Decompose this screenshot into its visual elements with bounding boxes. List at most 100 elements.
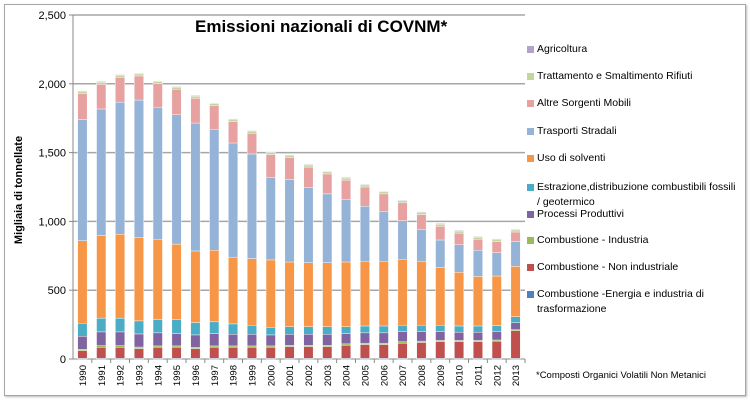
bar-segment (265, 345, 276, 348)
legend-label: Agricoltura (537, 43, 588, 55)
bar-segment (473, 325, 483, 333)
legend-swatch (527, 264, 534, 271)
x-tick-label: 2011 (473, 365, 484, 385)
bar-segment (491, 239, 502, 242)
bar-segment (303, 334, 314, 346)
bar-segment (378, 344, 389, 359)
bar-segment (416, 214, 427, 230)
legend-swatch (527, 155, 534, 162)
bar-segment (454, 232, 464, 245)
bar-segment (77, 93, 88, 120)
bar-segment (341, 261, 351, 327)
bar-segment (454, 244, 464, 273)
legend-label: Estrazione,distribuzione combustibili fo… (537, 181, 736, 208)
bar-segment (134, 99, 144, 238)
legend-swatch (527, 73, 534, 80)
bar-segment (435, 267, 446, 326)
legend-item: Trasporti Stradali (527, 124, 737, 139)
bar-segment (416, 340, 427, 343)
bar-segment (115, 347, 125, 359)
bar-segment (152, 239, 163, 320)
x-tick-label: 1996 (191, 365, 202, 386)
bar-segment (247, 153, 257, 259)
bar-segment (115, 74, 125, 76)
y-tick-label: 1,000 (38, 216, 66, 228)
bar-segment (228, 121, 238, 144)
bar-segment (360, 342, 370, 345)
bar-segment (435, 331, 446, 341)
legend-label: Trattamento e Smaltimento Rifiuti (537, 70, 693, 82)
bar-segment (209, 129, 220, 251)
bar-segment (454, 230, 464, 234)
bar-segment (115, 77, 125, 103)
x-tick-label: 1991 (97, 365, 108, 386)
bar-segment (491, 238, 502, 240)
chart-title: Emissioni nazionali di COVNM* (195, 17, 448, 36)
bar-segment (115, 75, 125, 78)
bar-segment (341, 345, 351, 359)
bar-segment (284, 345, 295, 347)
bar-segment (96, 81, 107, 85)
x-tick-label: 2013 (511, 365, 522, 386)
bar-segment (209, 347, 220, 359)
bar-segment (228, 118, 238, 120)
bar-segment (322, 193, 333, 263)
bar-segment (510, 241, 521, 267)
legend-label: Combustione - Industria (537, 234, 649, 246)
bar-segment (303, 345, 314, 347)
y-axis-label: Migliaia di tonnellate (13, 136, 25, 244)
legend-label: Altre Sorgenti Mobili (537, 97, 631, 109)
bar-segment (96, 108, 107, 236)
bar-segment (190, 348, 201, 359)
bar-segment (284, 334, 295, 346)
bar-segment (265, 259, 276, 328)
legend-label: Combustione -Energia e industria di tras… (537, 288, 704, 315)
bar-segment (378, 342, 389, 345)
bar-segment (171, 319, 182, 334)
bar-segment (171, 86, 182, 88)
bar-segment (209, 105, 220, 130)
bar-segment (96, 331, 107, 346)
bar-segment (247, 130, 257, 132)
bar-segment (360, 186, 370, 207)
bar-segment (322, 334, 333, 346)
bar-segment (322, 346, 333, 359)
bar-segment (435, 340, 446, 343)
bar-segment (510, 229, 521, 231)
bar-segment (491, 241, 502, 253)
bar-segment (265, 327, 276, 336)
bar-segment (510, 266, 521, 317)
bar-segment (134, 333, 144, 348)
bar-segment (134, 237, 144, 322)
bar-segment (247, 347, 257, 359)
bar-segment (454, 331, 464, 341)
bar-segment (171, 243, 182, 320)
bar-segment (96, 84, 107, 110)
bar-segment (341, 326, 351, 334)
bar-segment (397, 220, 408, 260)
bar-segment (341, 343, 351, 346)
bar-segment (397, 342, 408, 359)
bar-segment (397, 341, 408, 344)
bar-segment (228, 256, 238, 325)
bar-segment (435, 239, 446, 268)
x-tick-label: 2001 (285, 365, 296, 386)
bar-segment (96, 235, 107, 319)
bar-segment (360, 261, 370, 327)
legend-swatch (527, 184, 534, 191)
x-tick-label: 1998 (229, 365, 240, 386)
legend-swatch (527, 128, 534, 135)
footnote: *Composti Organici Volatili Non Metanici (536, 370, 707, 381)
legend-label: Trasporti Stradali (537, 125, 617, 137)
bar-segment (341, 333, 351, 345)
bar-segment (190, 334, 201, 348)
bar-segment (473, 331, 483, 341)
bar-segment (303, 346, 314, 359)
bar-segment (378, 193, 389, 212)
bar-segment (454, 340, 464, 343)
bar-segment (397, 200, 408, 204)
bar-segment (473, 250, 483, 277)
bar-segment (96, 317, 107, 333)
bar-segment (341, 179, 351, 200)
